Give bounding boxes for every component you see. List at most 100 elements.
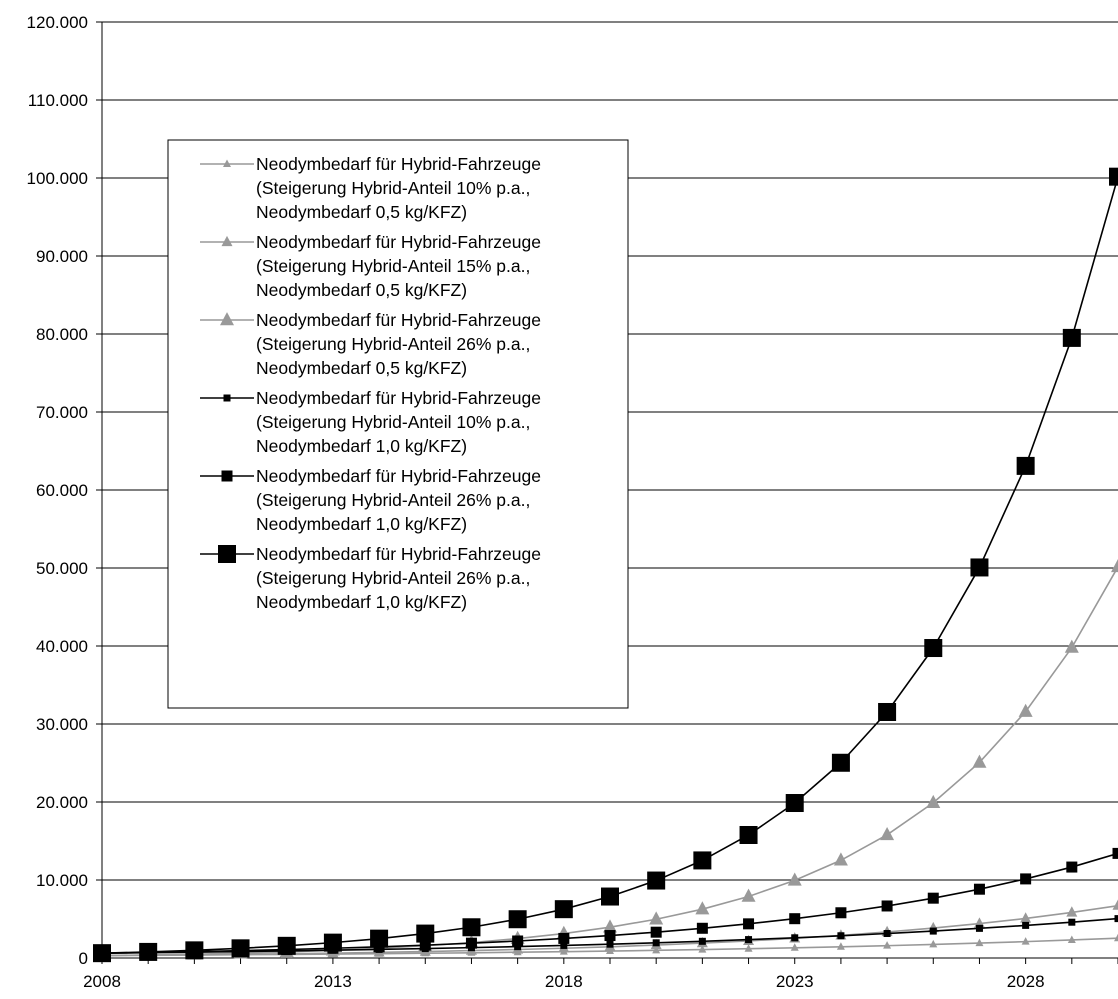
y-tick-label: 80.000 <box>36 325 88 344</box>
legend-label-line: Neodymbedarf für Hybrid-Fahrzeuge <box>256 544 541 564</box>
series-3-point <box>603 919 617 933</box>
legend-entry-5: Neodymbedarf für Hybrid-Fahrzeuge (Steige… <box>200 466 541 534</box>
series-1-point <box>883 941 892 949</box>
y-tick-label: 90.000 <box>36 247 88 266</box>
series-4-point <box>1114 915 1118 923</box>
legend-swatch-marker <box>221 470 233 482</box>
x-tick-label: 2028 <box>1007 972 1045 991</box>
legend-label-line: (Steigerung Hybrid-Anteil 15% p.a., <box>256 256 530 276</box>
series-6-point <box>416 924 435 943</box>
series-1-point <box>652 945 661 954</box>
series-3-point <box>1111 558 1118 573</box>
series-1-point <box>1067 935 1076 943</box>
y-tick-label: 30.000 <box>36 715 88 734</box>
series-5-point <box>835 907 847 919</box>
legend-swatch-marker <box>223 159 231 167</box>
series-4-point <box>791 934 799 942</box>
legend-entry-4: Neodymbedarf für Hybrid-Fahrzeuge (Steige… <box>200 388 541 456</box>
series-5-point <box>789 913 801 925</box>
series-6-point <box>93 944 111 963</box>
series-4-point <box>837 932 845 940</box>
series-6-point <box>647 871 666 890</box>
series-5-point <box>927 892 939 904</box>
series-5-point <box>973 883 985 895</box>
series-5-point <box>512 935 524 947</box>
x-tick-label: 2018 <box>545 972 583 991</box>
series-5-point <box>743 918 755 930</box>
x-tick-label: 2008 <box>83 972 121 991</box>
series-5-point <box>465 937 477 949</box>
legend-label-line: Neodymbedarf für Hybrid-Fahrzeuge <box>256 466 541 486</box>
series-4-point <box>698 937 706 945</box>
series-4-point <box>606 940 614 948</box>
y-tick-label: 40.000 <box>36 637 88 656</box>
legend-label-line: Neodymbedarf 1,0 kg/KFZ) <box>256 436 467 456</box>
series-6-point <box>323 933 342 952</box>
legend-label-line: Neodymbedarf 0,5 kg/KFZ) <box>256 280 467 300</box>
series-5-point <box>881 900 893 912</box>
legend-swatch-marker <box>220 312 234 326</box>
legend-label-line: Neodymbedarf 0,5 kg/KFZ) <box>256 358 467 378</box>
series-6-point <box>970 558 989 577</box>
series-5-point <box>419 939 431 951</box>
legend-label-line: (Steigerung Hybrid-Anteil 26% p.a., <box>256 568 530 588</box>
series-5-point <box>650 926 662 938</box>
series-4-point <box>652 939 660 947</box>
series-5-point <box>558 932 570 944</box>
series-4-point <box>745 936 753 944</box>
y-tick-label: 110.000 <box>28 91 88 110</box>
legend-label-line: (Steigerung Hybrid-Anteil 26% p.a., <box>256 490 530 510</box>
series-6-point <box>1016 456 1035 475</box>
series-4-point <box>883 930 891 938</box>
series-3-point <box>741 888 756 902</box>
series-5-point <box>1020 873 1032 885</box>
legend-entry-6: Neodymbedarf für Hybrid-Fahrzeuge (Steige… <box>200 544 541 612</box>
series-5-point <box>604 930 616 942</box>
legend-box <box>167 139 629 709</box>
series-6-point <box>831 753 850 772</box>
data-series <box>93 167 1118 963</box>
series-1-point <box>929 939 938 948</box>
y-tick-label: 20.000 <box>36 793 88 812</box>
series-6-point <box>185 941 204 960</box>
series-6 <box>93 167 1118 963</box>
series-3-point <box>695 901 710 915</box>
series-3-point <box>1064 639 1079 653</box>
series-6-point <box>924 639 943 658</box>
y-tick-label: 120.000 <box>27 13 88 32</box>
legend-swatch-marker <box>218 545 236 563</box>
series-1-point <box>975 938 984 947</box>
x-tick-label: 2013 <box>314 972 352 991</box>
legend: Neodymbedarf für Hybrid-Fahrzeuge (Steige… <box>167 139 629 709</box>
series-6-point <box>508 910 527 929</box>
series-3-point <box>649 911 664 925</box>
legend-swatch-marker <box>223 394 231 402</box>
series-1-point <box>790 943 799 951</box>
series-6-point <box>878 702 897 721</box>
series-6-point <box>554 900 573 919</box>
series-6-point <box>739 825 758 844</box>
series-4-point <box>1068 918 1076 926</box>
series-5-point <box>1066 861 1078 873</box>
series-2-point <box>1066 906 1078 917</box>
series-3-point <box>787 872 802 886</box>
y-tick-label: 0 <box>79 949 88 968</box>
series-4-point <box>929 927 937 935</box>
legend-label-line: (Steigerung Hybrid-Anteil 10% p.a., <box>256 412 530 432</box>
series-1-point <box>836 942 845 950</box>
series-1-point <box>1021 937 1030 945</box>
series-6-point <box>462 918 481 937</box>
legend-label-line: Neodymbedarf für Hybrid-Fahrzeuge <box>256 310 541 330</box>
legend-label-line: (Steigerung Hybrid-Anteil 10% p.a., <box>256 178 530 198</box>
legend-entry-2: Neodymbedarf für Hybrid-Fahrzeuge (Steige… <box>200 232 541 300</box>
y-tick-label: 100.000 <box>27 169 88 188</box>
series-6-point <box>785 794 804 813</box>
series-6-point <box>1062 328 1081 347</box>
series-4-point <box>975 924 983 932</box>
series-4-point <box>1022 921 1030 929</box>
legend-label-line: Neodymbedarf für Hybrid-Fahrzeuge <box>256 232 541 252</box>
x-tick-label: 2023 <box>776 972 814 991</box>
series-2-point <box>1112 899 1118 910</box>
legend-label-line: Neodymbedarf 1,0 kg/KFZ) <box>256 592 467 612</box>
